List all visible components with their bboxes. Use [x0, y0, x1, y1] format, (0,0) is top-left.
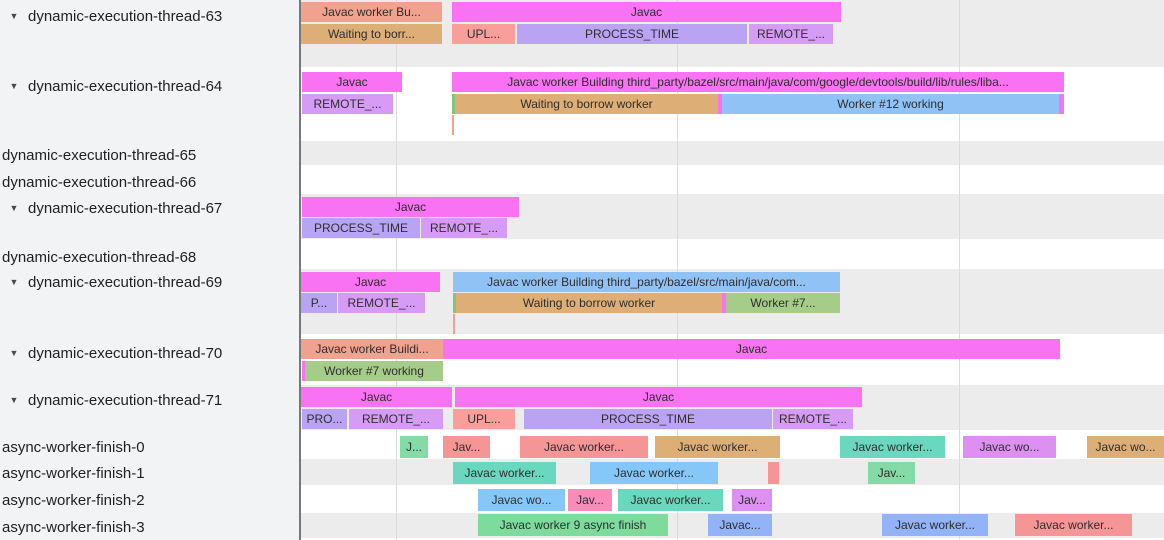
time-gridline: [959, 0, 960, 540]
collapse-arrow-icon[interactable]: ▼: [9, 81, 19, 91]
sidebar-item-async-worker-finish-2[interactable]: async-worker-finish-2: [0, 489, 299, 511]
time-gridline: [677, 0, 678, 540]
timeline-slice[interactable]: Javac worker Bu...: [301, 2, 442, 22]
timeline-slice[interactable]: Worker #7 working: [305, 361, 443, 381]
sidebar-item-dynamic-execution-thread-69[interactable]: ▼ dynamic-execution-thread-69: [0, 271, 299, 293]
timeline-slice[interactable]: Javac: [302, 197, 519, 217]
timeline-slice[interactable]: Javac worker Building third_party/bazel/…: [453, 272, 840, 292]
timeline-slice[interactable]: Jav...: [868, 462, 915, 484]
timeline-slice[interactable]: Javac worker Building third_party/bazel/…: [452, 72, 1064, 92]
timeline-slice[interactable]: PRO...: [302, 409, 347, 429]
timeline-slice[interactable]: REMOTE_...: [349, 409, 443, 429]
timeline-slice[interactable]: Javac worker...: [453, 462, 556, 484]
track-name-label: dynamic-execution-thread-71: [28, 391, 223, 409]
timeline-slice[interactable]: Waiting to borrow worker: [455, 94, 718, 114]
track-name-label: dynamic-execution-thread-69: [28, 273, 223, 291]
collapse-arrow-icon[interactable]: ▼: [9, 277, 19, 287]
track-name-label: dynamic-execution-thread-63: [28, 7, 223, 25]
sidebar-item-dynamic-execution-thread-67[interactable]: ▼ dynamic-execution-thread-67: [0, 197, 299, 219]
timeline-slice[interactable]: Javac wo...: [1087, 436, 1164, 458]
timeline-slice[interactable]: Jav...: [443, 436, 490, 458]
timeline-slice[interactable]: REMOTE_...: [338, 293, 425, 313]
timeline-slice[interactable]: Javac worker...: [618, 489, 723, 511]
sidebar-item-dynamic-execution-thread-63[interactable]: ▼ dynamic-execution-thread-63: [0, 5, 299, 27]
timeline-slice[interactable]: J...: [400, 436, 428, 458]
sidebar-item-async-worker-finish-1[interactable]: async-worker-finish-1: [0, 462, 299, 484]
timeline-slice[interactable]: Javac worker Buildi...: [301, 339, 443, 359]
timeline-slice[interactable]: Waiting to borrow worker: [456, 293, 722, 313]
timeline-slice[interactable]: Worker #12 working: [722, 94, 1059, 114]
timeline-slice[interactable]: Javac worker 9 async finish: [478, 514, 668, 536]
track-name-label: dynamic-execution-thread-65: [2, 146, 197, 164]
sidebar-item-dynamic-execution-thread-71[interactable]: ▼ dynamic-execution-thread-71: [0, 389, 299, 411]
collapse-arrow-icon[interactable]: ▼: [9, 348, 19, 358]
timeline-slice[interactable]: Javac wo...: [478, 489, 565, 511]
instant-marker[interactable]: [453, 314, 455, 334]
track-stripe: [300, 459, 1164, 485]
timeline-slice[interactable]: Javac: [301, 387, 452, 407]
timeline-slice[interactable]: UPL...: [452, 24, 515, 44]
track-name-panel: ▼ dynamic-execution-thread-63 ▼ dynamic-exe…: [0, 0, 299, 540]
timeline-slice[interactable]: Javac worker...: [1015, 514, 1132, 536]
sidebar-item-dynamic-execution-thread-65[interactable]: dynamic-execution-thread-65: [0, 144, 299, 166]
track-stripe: [300, 141, 1164, 165]
timeline-slice[interactable]: [302, 361, 305, 381]
timeline-slice[interactable]: Javac worker...: [655, 436, 780, 458]
timeline-slice[interactable]: Worker #7...: [726, 293, 840, 313]
timeline-slice[interactable]: Jav...: [568, 489, 612, 511]
timeline-slice[interactable]: Javac: [302, 72, 402, 92]
panel-divider: [299, 0, 301, 540]
timeline-slice[interactable]: UPL...: [453, 409, 515, 429]
timeline-slice[interactable]: REMOTE_...: [302, 94, 393, 114]
track-name-label: dynamic-execution-thread-68: [2, 248, 197, 266]
sidebar-item-dynamic-execution-thread-70[interactable]: ▼ dynamic-execution-thread-70: [0, 342, 299, 364]
timeline-slice[interactable]: PROCESS_TIME: [302, 218, 420, 238]
timeline-slice[interactable]: Javac worker...: [520, 436, 648, 458]
timeline-slice[interactable]: REMOTE_...: [421, 218, 507, 238]
timeline-slice[interactable]: Javac: [455, 387, 862, 407]
sidebar-item-dynamic-execution-thread-66[interactable]: dynamic-execution-thread-66: [0, 171, 299, 193]
timeline-slice[interactable]: [722, 293, 726, 313]
timeline-slice[interactable]: Javac worker...: [840, 436, 945, 458]
timeline-slice[interactable]: Jav...: [732, 489, 772, 511]
collapse-arrow-icon[interactable]: ▼: [9, 11, 19, 21]
timeline-slice[interactable]: PROCESS_TIME: [524, 409, 772, 429]
timeline-slice[interactable]: PROCESS_TIME: [517, 24, 747, 44]
timeline-slice[interactable]: REMOTE_...: [749, 24, 833, 44]
sidebar-item-async-worker-finish-0[interactable]: async-worker-finish-0: [0, 436, 299, 458]
track-name-label: async-worker-finish-3: [2, 518, 145, 536]
instant-marker[interactable]: [452, 115, 454, 135]
sidebar-item-dynamic-execution-thread-64[interactable]: ▼ dynamic-execution-thread-64: [0, 75, 299, 97]
timeline-slice[interactable]: Waiting to borr...: [301, 24, 442, 44]
time-gridline: [396, 0, 397, 540]
collapse-arrow-icon[interactable]: ▼: [9, 395, 19, 405]
track-name-label: dynamic-execution-thread-64: [28, 77, 223, 95]
track-name-label: async-worker-finish-0: [2, 438, 145, 456]
track-name-label: dynamic-execution-thread-66: [2, 173, 197, 191]
collapse-arrow-icon[interactable]: ▼: [9, 203, 19, 213]
timeline-slice[interactable]: [1059, 94, 1064, 114]
timeline-slice[interactable]: Javac: [452, 2, 841, 22]
timeline-slice[interactable]: Javac worker...: [882, 514, 988, 536]
timeline-slice[interactable]: REMOTE_...: [773, 409, 853, 429]
sidebar-item-async-worker-finish-3[interactable]: async-worker-finish-3: [0, 516, 299, 538]
track-name-label: dynamic-execution-thread-70: [28, 344, 223, 362]
timeline-slice[interactable]: P...: [301, 293, 337, 313]
track-name-label: async-worker-finish-1: [2, 464, 145, 482]
timeline-slice[interactable]: [768, 462, 779, 484]
timeline-slice[interactable]: Javac: [443, 339, 1060, 359]
timeline-slice[interactable]: [452, 94, 455, 114]
timeline-slice[interactable]: [718, 94, 722, 114]
timeline-slice[interactable]: Javac: [301, 272, 440, 292]
timeline-slice[interactable]: Javac worker...: [590, 462, 718, 484]
track-name-label: dynamic-execution-thread-67: [28, 199, 223, 217]
timeline-slice[interactable]: Javac wo...: [963, 436, 1056, 458]
timeline-slice[interactable]: [453, 293, 456, 313]
timeline-slice[interactable]: Javac...: [708, 514, 772, 536]
track-name-label: async-worker-finish-2: [2, 491, 145, 509]
sidebar-item-dynamic-execution-thread-68[interactable]: dynamic-execution-thread-68: [0, 246, 299, 268]
